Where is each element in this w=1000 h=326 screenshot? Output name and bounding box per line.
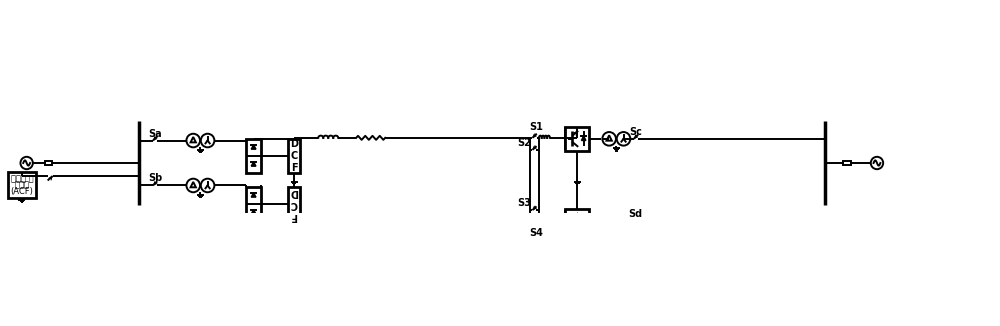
Bar xyxy=(565,209,589,233)
Polygon shape xyxy=(251,193,256,197)
Text: Sa: Sa xyxy=(148,128,162,139)
Text: Sb: Sb xyxy=(148,173,162,184)
Text: S3: S3 xyxy=(518,198,531,208)
Text: F
C
D: F C D xyxy=(290,186,298,221)
Text: D
C
F: D C F xyxy=(290,139,298,173)
Text: 波元件: 波元件 xyxy=(14,181,29,189)
Text: Sd: Sd xyxy=(629,209,643,219)
Polygon shape xyxy=(251,162,256,166)
Bar xyxy=(843,161,851,165)
Text: Sc: Sc xyxy=(629,127,642,137)
Bar xyxy=(8,172,36,198)
Polygon shape xyxy=(251,210,256,214)
Bar xyxy=(45,161,52,165)
Bar xyxy=(246,139,261,173)
Text: S2: S2 xyxy=(518,138,531,148)
Polygon shape xyxy=(581,136,586,141)
Bar xyxy=(288,187,300,221)
Polygon shape xyxy=(251,145,256,149)
Text: S4: S4 xyxy=(530,228,543,238)
Text: (ACF): (ACF) xyxy=(10,187,33,196)
Text: 无功， 滤: 无功， 滤 xyxy=(11,174,33,183)
Bar xyxy=(246,187,261,221)
Text: S1: S1 xyxy=(530,122,543,132)
Polygon shape xyxy=(581,218,586,223)
Bar xyxy=(288,139,300,173)
Bar xyxy=(565,127,589,151)
